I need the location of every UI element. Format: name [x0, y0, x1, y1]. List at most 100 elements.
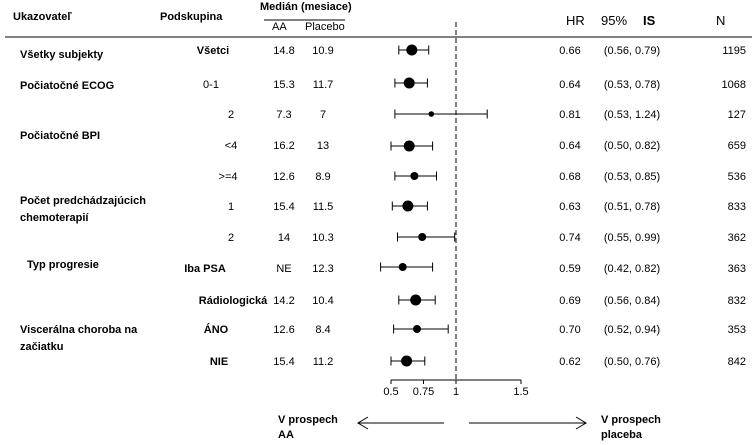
ci-value: (0.53, 1.24) [604, 109, 660, 121]
plot-area [380, 22, 488, 380]
hr-value: 0.66 [559, 45, 580, 57]
subgroup-label: 2 [228, 232, 234, 244]
hr-value: 0.81 [559, 109, 580, 121]
group-label-line2: začiatku [20, 341, 63, 353]
ci-value: (0.50, 0.76) [604, 356, 660, 368]
median-placebo: 12.3 [312, 263, 333, 275]
median-aa: 15.4 [273, 201, 294, 213]
hr-value: 0.70 [559, 324, 580, 336]
hr-point [402, 200, 414, 212]
subgroup-label: 2 [228, 109, 234, 121]
header-aa: AA [272, 21, 287, 33]
median-placebo: 8.4 [315, 324, 330, 336]
x-tick-label: 1 [453, 386, 459, 398]
median-aa: 16.2 [273, 140, 294, 152]
median-placebo: 10.3 [312, 232, 333, 244]
header-ci-label: IS [643, 13, 656, 28]
hr-point [403, 140, 415, 152]
ci-value: (0.42, 0.82) [604, 263, 660, 275]
subgroup-label: >=4 [219, 171, 238, 183]
subgroup-label: <4 [225, 140, 238, 152]
x-tick-label: 0.75 [413, 386, 434, 398]
group-labels: Všetky subjekty Počiatočné ECOG Počiatočné… [20, 49, 146, 353]
hr-value: 0.74 [559, 232, 580, 244]
median-placebo: 13 [317, 140, 329, 152]
hr-point [428, 111, 435, 117]
ci-value: (0.53, 0.85) [604, 171, 660, 183]
right-arrow [469, 416, 587, 430]
left-arrow-label-1: V prospech [278, 414, 338, 426]
ci-value: (0.56, 0.84) [604, 295, 660, 307]
n-value: 659 [728, 140, 746, 152]
table-rows: Všetci 14.8 10.9 0.66 (0.56, 0.79) 1195 0-1 15.… [184, 45, 746, 368]
group-label: Typ progresie [27, 259, 99, 271]
subgroup-label: NIE [210, 356, 228, 368]
median-aa: 12.6 [273, 324, 294, 336]
median-placebo: 10.4 [312, 295, 333, 307]
hr-value: 0.63 [559, 201, 580, 213]
n-value: 536 [728, 171, 746, 183]
header-podskupina: Podskupina [160, 11, 223, 23]
median-aa: 14.2 [273, 295, 294, 307]
n-value: 1195 [722, 45, 746, 57]
n-value: 353 [728, 324, 746, 336]
group-label: Počet predchádzajúcich [20, 195, 146, 207]
subgroup-label: 0-1 [203, 79, 219, 91]
n-value: 363 [728, 263, 746, 275]
median-placebo: 8.9 [315, 171, 330, 183]
right-arrow-label-1: V prospech [601, 414, 661, 426]
median-aa: 7.3 [276, 109, 291, 121]
hr-point [406, 44, 418, 56]
right-arrow-label-2: placeba [601, 429, 643, 441]
median-aa: 12.6 [273, 171, 294, 183]
header-hr: HR [566, 13, 585, 28]
hr-point [418, 233, 427, 241]
group-label-line2: chemoterapií [20, 212, 89, 224]
hr-value: 0.64 [559, 140, 580, 152]
n-value: 833 [728, 201, 746, 213]
left-arrow-label-2: AA [278, 429, 294, 441]
median-placebo: 7 [320, 109, 326, 121]
x-tick-label: 1.5 [513, 386, 528, 398]
header-ukazovatel: Ukazovateľ [13, 11, 72, 23]
subgroup-label: Rádiologická [199, 295, 268, 307]
median-aa: 15.4 [273, 356, 294, 368]
ci-value: (0.52, 0.94) [604, 324, 660, 336]
hr-value: 0.64 [559, 79, 580, 91]
hr-value: 0.62 [559, 356, 580, 368]
n-value: 832 [728, 295, 746, 307]
median-aa: 15.3 [273, 79, 294, 91]
x-axis: 0.5 0.75 1 1.5 [383, 379, 529, 398]
hr-point [398, 263, 407, 271]
hr-point [410, 172, 419, 180]
n-value: 842 [728, 356, 746, 368]
n-value: 127 [728, 109, 746, 121]
n-value: 1068 [722, 79, 746, 91]
ci-value: (0.50, 0.82) [604, 140, 660, 152]
hr-value: 0.59 [559, 263, 580, 275]
median-placebo: 10.9 [312, 45, 333, 57]
median-aa: 14.8 [273, 45, 294, 57]
header-ci-pct: 95% [601, 13, 627, 28]
hr-point [413, 325, 421, 333]
subgroup-label: ÁNO [204, 323, 229, 336]
header-n: N [716, 13, 725, 28]
n-value: 362 [728, 232, 746, 244]
group-label: Počiatočné BPI [20, 130, 100, 142]
left-arrow [357, 416, 444, 430]
header-median: Medián (mesiace) [260, 1, 352, 13]
x-tick-label: 0.5 [383, 386, 398, 398]
ci-value: (0.51, 0.78) [604, 201, 660, 213]
ci-value: (0.56, 0.79) [604, 45, 660, 57]
hr-point [410, 294, 422, 306]
subgroup-label: Iba PSA [184, 263, 226, 275]
group-label: Počiatočné ECOG [20, 80, 114, 92]
group-label: Viscerálna choroba na [20, 324, 138, 336]
subgroup-label: Všetci [197, 45, 229, 57]
group-label: Všetky subjekty [20, 49, 104, 61]
median-placebo: 11.5 [313, 201, 334, 213]
hr-point [401, 355, 413, 367]
median-placebo: 11.7 [313, 79, 334, 91]
median-aa: 14 [278, 232, 290, 244]
median-aa: NE [276, 263, 291, 275]
